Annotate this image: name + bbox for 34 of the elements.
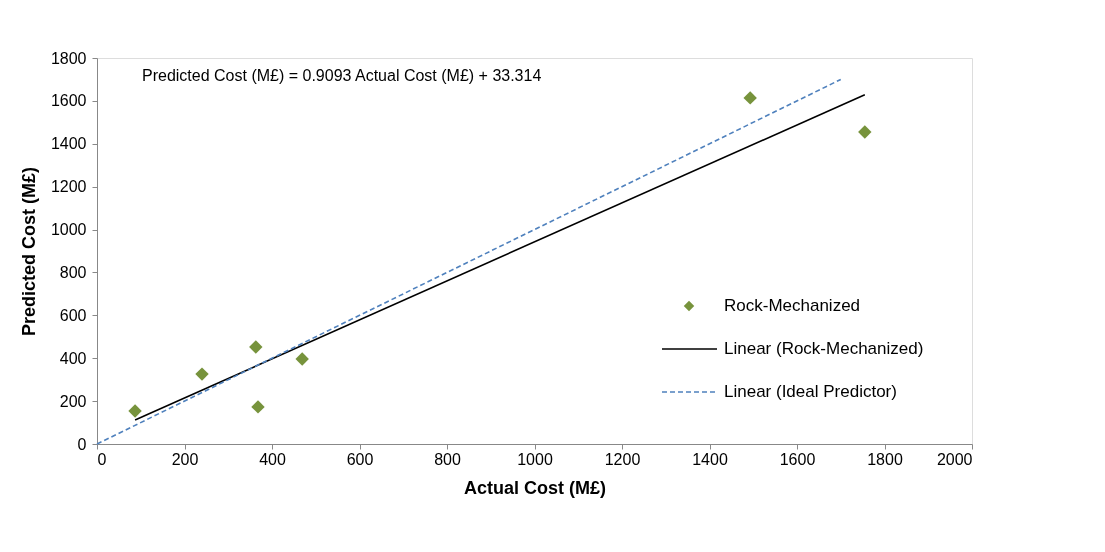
x-tick-label: 0 — [97, 450, 107, 468]
y-tick-label: 1800 — [50, 49, 87, 67]
point — [743, 91, 757, 105]
y-tick-label: 400 — [59, 349, 87, 367]
x-tick-label: 2000 — [936, 450, 973, 468]
x-tick-label: 1600 — [779, 450, 816, 468]
point — [858, 125, 872, 139]
y-tick-label: 1000 — [50, 221, 87, 239]
y-tick-label: 0 — [77, 435, 87, 453]
point — [249, 340, 263, 354]
x-tick-label: 1400 — [692, 450, 728, 468]
point — [128, 404, 142, 418]
x-tick-label: 800 — [434, 450, 461, 468]
point — [195, 367, 209, 381]
x-tick-label: 1000 — [517, 450, 553, 468]
legend-label: Rock-Mechanized — [724, 296, 861, 315]
x-axis-title: Actual Cost (M£) — [463, 477, 607, 498]
y-tick-label: 600 — [59, 306, 87, 324]
y-tick-label: 1400 — [50, 135, 87, 153]
x-tick-label: 200 — [171, 450, 199, 468]
y-tick-label: 800 — [59, 263, 87, 281]
legend-label: Linear (Ideal Predictor) — [724, 382, 897, 401]
point — [295, 352, 309, 366]
x-tick-label: 1800 — [867, 450, 903, 468]
point — [251, 400, 265, 414]
y-tick-label: 1600 — [50, 92, 87, 110]
legend-label: Linear (Rock-Mechanized) — [724, 339, 924, 358]
x-tick-label: 1200 — [604, 450, 641, 468]
y-tick-label: 1200 — [50, 178, 87, 196]
x-tick-label: 600 — [346, 450, 374, 468]
x-tick-label: 400 — [259, 450, 286, 468]
y-tick-label: 200 — [59, 392, 87, 410]
y-axis-title: Predicted Cost (M£) — [18, 166, 39, 337]
annotation: Predicted Cost (M£) = 0.9093 Actual Cost (M£) + 33.314 — [142, 67, 542, 84]
